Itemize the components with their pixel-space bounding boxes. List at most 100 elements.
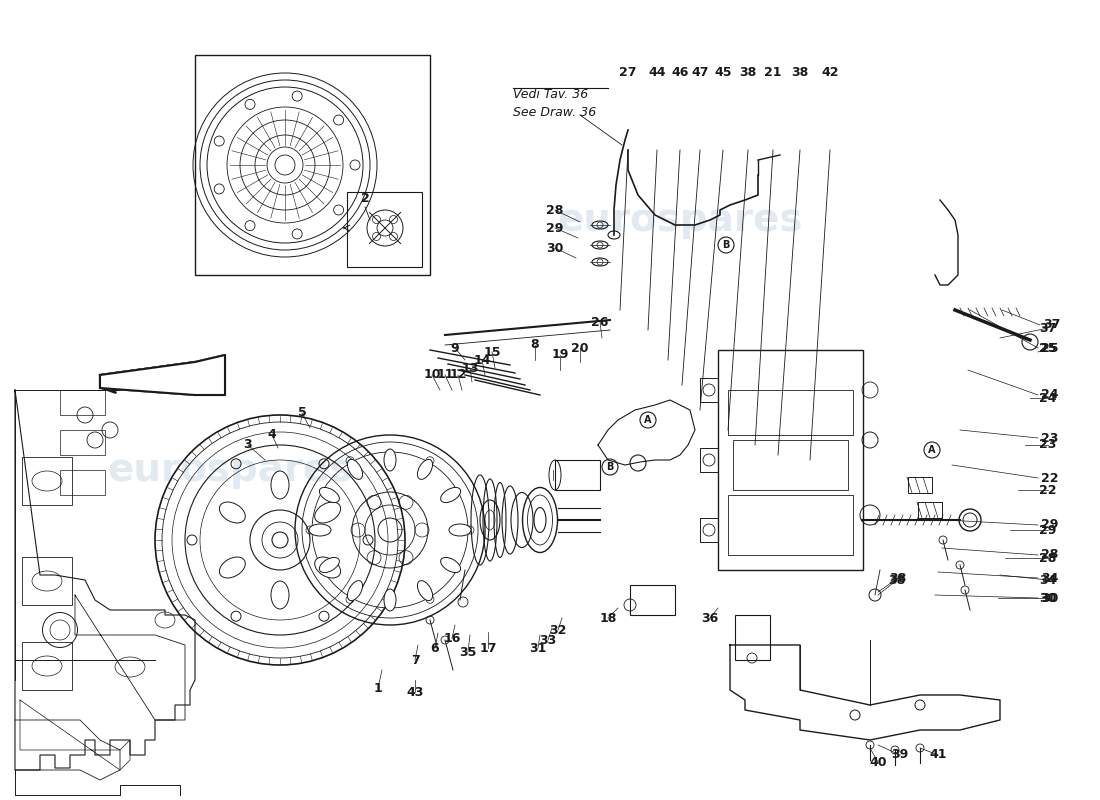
- Bar: [728, 390, 852, 435]
- Bar: [60, 390, 104, 415]
- Text: 45: 45: [714, 66, 732, 78]
- Text: 43: 43: [406, 686, 424, 698]
- Bar: [346, 192, 422, 267]
- Text: 37: 37: [1043, 318, 1060, 331]
- Bar: [718, 350, 864, 570]
- Bar: [908, 477, 932, 493]
- Bar: [630, 585, 675, 615]
- Ellipse shape: [417, 581, 432, 601]
- Text: 35: 35: [460, 646, 476, 658]
- Text: 12: 12: [449, 369, 466, 382]
- Bar: [728, 495, 852, 555]
- Text: 38: 38: [890, 571, 906, 585]
- Ellipse shape: [319, 558, 340, 573]
- Bar: [22, 557, 72, 605]
- Bar: [700, 378, 718, 402]
- Text: 29: 29: [1042, 518, 1058, 531]
- Ellipse shape: [384, 449, 396, 471]
- Text: 31: 31: [529, 642, 547, 654]
- Text: 25: 25: [1042, 342, 1058, 354]
- Text: 46: 46: [671, 66, 689, 78]
- Bar: [735, 615, 770, 660]
- Text: 3: 3: [244, 438, 252, 451]
- Bar: [556, 460, 600, 490]
- Bar: [700, 448, 718, 472]
- Text: 10: 10: [424, 369, 441, 382]
- Text: 19: 19: [551, 349, 569, 362]
- Text: B: B: [606, 462, 614, 472]
- Text: See Draw. 36: See Draw. 36: [513, 106, 596, 119]
- Text: 28: 28: [1042, 549, 1058, 562]
- Bar: [60, 430, 104, 455]
- Text: 28: 28: [1040, 551, 1057, 565]
- Text: 30: 30: [1042, 591, 1058, 605]
- Text: 36: 36: [702, 611, 718, 625]
- Ellipse shape: [271, 471, 289, 499]
- Text: 24: 24: [1040, 391, 1057, 405]
- Text: 42: 42: [822, 66, 838, 78]
- Text: 1: 1: [374, 682, 383, 694]
- Text: 22: 22: [1042, 471, 1058, 485]
- Polygon shape: [100, 355, 226, 395]
- Bar: [22, 642, 72, 690]
- Text: 20: 20: [571, 342, 588, 354]
- Text: 30: 30: [1040, 591, 1057, 605]
- Text: 25: 25: [1040, 342, 1057, 354]
- Ellipse shape: [315, 502, 341, 523]
- Ellipse shape: [441, 558, 461, 573]
- Text: eurospares: eurospares: [558, 201, 803, 239]
- Text: Vedi Tav. 36: Vedi Tav. 36: [513, 89, 588, 102]
- Ellipse shape: [309, 524, 331, 536]
- Text: 24: 24: [1042, 389, 1058, 402]
- Text: 8: 8: [530, 338, 539, 351]
- Bar: [60, 470, 104, 495]
- Ellipse shape: [417, 459, 432, 479]
- Text: 23: 23: [1040, 438, 1057, 451]
- Text: 38: 38: [739, 66, 757, 78]
- Text: 14: 14: [473, 354, 491, 366]
- Text: 29: 29: [547, 222, 563, 234]
- Text: A: A: [928, 445, 936, 455]
- Text: 9: 9: [451, 342, 460, 354]
- Ellipse shape: [219, 502, 245, 523]
- Text: 7: 7: [410, 654, 419, 666]
- Ellipse shape: [449, 524, 471, 536]
- Text: 41: 41: [930, 749, 947, 762]
- Ellipse shape: [319, 487, 340, 502]
- Text: 15: 15: [483, 346, 500, 358]
- Ellipse shape: [315, 557, 341, 578]
- Text: 11: 11: [437, 369, 453, 382]
- Text: 40: 40: [869, 755, 887, 769]
- Ellipse shape: [348, 459, 363, 479]
- Text: 37: 37: [1040, 322, 1057, 334]
- Bar: [700, 518, 718, 542]
- Text: 5: 5: [298, 406, 307, 419]
- Text: 13: 13: [461, 362, 478, 374]
- Text: 21: 21: [764, 66, 782, 78]
- Text: 39: 39: [891, 749, 909, 762]
- Text: 16: 16: [443, 631, 461, 645]
- Text: 27: 27: [619, 66, 637, 78]
- Text: 38: 38: [791, 66, 808, 78]
- Text: 18: 18: [600, 611, 617, 625]
- Text: 38: 38: [889, 574, 905, 586]
- Text: 28: 28: [547, 203, 563, 217]
- Text: 22: 22: [1040, 483, 1057, 497]
- Text: 2: 2: [361, 191, 370, 205]
- Ellipse shape: [384, 589, 396, 611]
- Text: 34: 34: [1040, 574, 1057, 586]
- Text: B: B: [723, 240, 729, 250]
- Polygon shape: [100, 362, 226, 388]
- Ellipse shape: [271, 581, 289, 609]
- Bar: [918, 502, 942, 518]
- Text: 47: 47: [691, 66, 708, 78]
- Text: 4: 4: [267, 429, 276, 442]
- Text: 30: 30: [547, 242, 563, 254]
- Text: 29: 29: [1040, 523, 1057, 537]
- Bar: [195, 55, 430, 275]
- Text: 34: 34: [1042, 571, 1058, 585]
- Ellipse shape: [348, 581, 363, 601]
- Text: 33: 33: [539, 634, 557, 646]
- Bar: [733, 440, 848, 490]
- Text: A: A: [645, 415, 651, 425]
